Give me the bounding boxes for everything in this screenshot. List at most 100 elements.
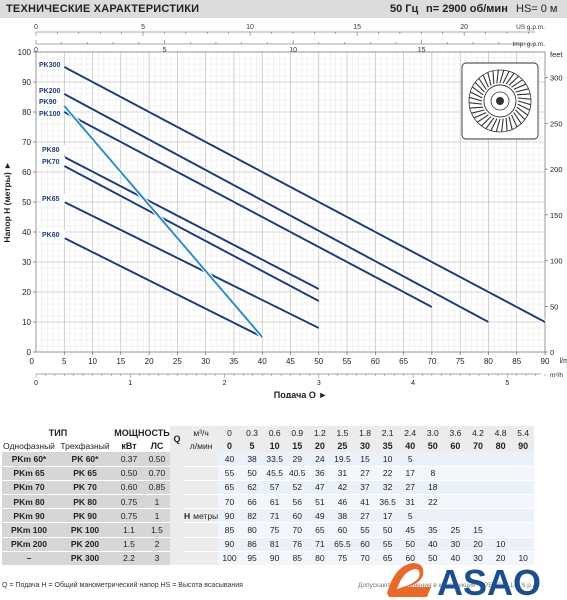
single-phase-model: –: [2, 551, 56, 566]
three-phase-model: PK 200: [56, 537, 114, 552]
impeller-vane: [471, 109, 485, 114]
x-tick-label: 50: [314, 357, 323, 366]
head-value-cell: 75: [331, 551, 354, 566]
impeller-vane: [477, 114, 489, 123]
single-phase-model: PKm 90: [2, 508, 56, 524]
flow-m3h-cell: 2.1: [376, 426, 399, 440]
copyright-note: Допускаются изменения в конструкции © PE…: [358, 582, 539, 589]
head-value-cell: [489, 480, 512, 495]
m3h-label: m³/h: [550, 372, 563, 379]
x-tick-label: 30: [201, 357, 210, 366]
head-value-cell: 50: [376, 522, 399, 538]
head-value-cell: 41: [353, 494, 377, 510]
series-label: PK60: [42, 232, 60, 239]
flow-lmin-cell: 15: [285, 439, 309, 453]
head-value-cell: 90: [218, 508, 241, 524]
impeller-vane: [492, 70, 495, 85]
head-value-cell: 27: [353, 466, 377, 481]
head-value-cell: 65.5: [331, 537, 354, 552]
head-value-cell: 86: [240, 537, 264, 552]
table-row: PKm 65 PK 65 0.50 0.70 55 50 45.5 40.5 36 31 27 22 1…: [2, 466, 535, 481]
logo-mark-cut: [397, 569, 420, 589]
frequency-label: 50 Гц: [390, 3, 419, 15]
impeller-vane: [516, 106, 528, 116]
imp-gpm-tick-label: 0: [34, 47, 38, 54]
head-value-cell: 60: [353, 537, 377, 552]
impeller-vane: [487, 72, 492, 86]
head-value-cell: 100: [218, 551, 241, 566]
series-label: PK80: [42, 147, 60, 154]
flow-lmin-cell: 35: [376, 439, 399, 453]
single-phase-model: PKm 70: [2, 480, 56, 495]
head-value-cell: 81: [263, 537, 286, 552]
feet-tick-label: 150: [550, 211, 563, 220]
impeller-vane: [508, 116, 513, 130]
curve-pk70: [63, 165, 320, 302]
impeller-vane: [470, 91, 483, 99]
head-value-cell: 37: [353, 480, 377, 495]
impeller-vane: [469, 96, 483, 102]
head-value-cell: 62: [240, 480, 264, 495]
head-value-cell: 80: [308, 551, 332, 566]
series-label: PK100: [39, 111, 61, 118]
flow-lmin-cell: 0: [218, 439, 241, 453]
series-label-bg: [38, 86, 62, 95]
impeller-core: [496, 97, 504, 105]
head-value-cell: 40.5: [285, 466, 309, 481]
flow-m3h-cell: 1.8: [353, 426, 377, 440]
head-value-cell: 35: [421, 522, 445, 538]
head-value-cell: 50: [421, 551, 445, 566]
x-tick-label: 20: [145, 357, 154, 366]
impeller-vane: [499, 70, 505, 84]
head-value-cell: 76: [285, 537, 309, 552]
head-value-cell: [511, 452, 535, 467]
head-value-cell: 57: [263, 480, 286, 495]
three-phase-model: PK 100: [56, 522, 114, 538]
impeller-vane: [515, 88, 529, 93]
table-row: – PK 300 2.2 3 100 95 90 85 80 75 70 65 60 50 40 30 20 10: [2, 551, 535, 566]
impeller-vane: [496, 69, 499, 84]
head-value-cell: 51: [308, 494, 332, 510]
impeller-vane: [511, 114, 518, 128]
impeller-vane: [517, 97, 532, 100]
head-value-cell: 60: [398, 551, 422, 566]
flow-lmin-cell: 5: [240, 439, 264, 453]
head-value-cell: 10: [489, 537, 512, 552]
flow-m3h-cell: 1.5: [331, 426, 354, 440]
flow-lmin-cell: 70: [466, 439, 490, 453]
head-value-cell: 50: [240, 466, 264, 481]
head-value-cell: 31: [331, 466, 354, 481]
head-value-cell: 50: [398, 537, 422, 552]
imp-gpm-label: Imp. g.p.m.: [512, 41, 545, 48]
head-value-cell: [421, 508, 445, 524]
logo-text: ASAO: [437, 562, 541, 600]
head-value-cell: [489, 522, 512, 538]
head-value-cell: 82: [240, 508, 264, 524]
kw-header: кВт: [121, 440, 137, 451]
x-unit-label: l/min: [560, 358, 567, 365]
m3h-unit-label: м³/ч: [184, 426, 219, 440]
series-label: PK65: [42, 196, 60, 203]
impeller-vane: [490, 118, 498, 131]
feet-tick-label: 300: [550, 74, 563, 83]
head-value-cell: 71: [263, 508, 286, 524]
impeller-inner-ring: [490, 91, 510, 111]
head-value-cell: 20: [466, 537, 490, 552]
series-label-bg: [41, 194, 65, 203]
head-value-cell: 15: [466, 522, 490, 538]
feet-label: feet: [550, 50, 563, 59]
table-row: PKm 80 PK 80 0.75 1 70 66 61 56 51 46 41 36.5 31 22: [2, 494, 535, 510]
y-tick-label: 50: [22, 198, 31, 207]
head-value-cell: 17: [398, 466, 422, 481]
series-label-bg: [41, 157, 65, 166]
x-axis-label: Подача Q ►: [274, 390, 327, 398]
head-value-cell: [444, 494, 467, 510]
head-value-cell: 20: [489, 551, 512, 566]
head-value-cell: 27: [353, 508, 377, 524]
x-tick-label: 65: [399, 357, 408, 366]
flow-lmin-cell: 25: [331, 439, 354, 453]
